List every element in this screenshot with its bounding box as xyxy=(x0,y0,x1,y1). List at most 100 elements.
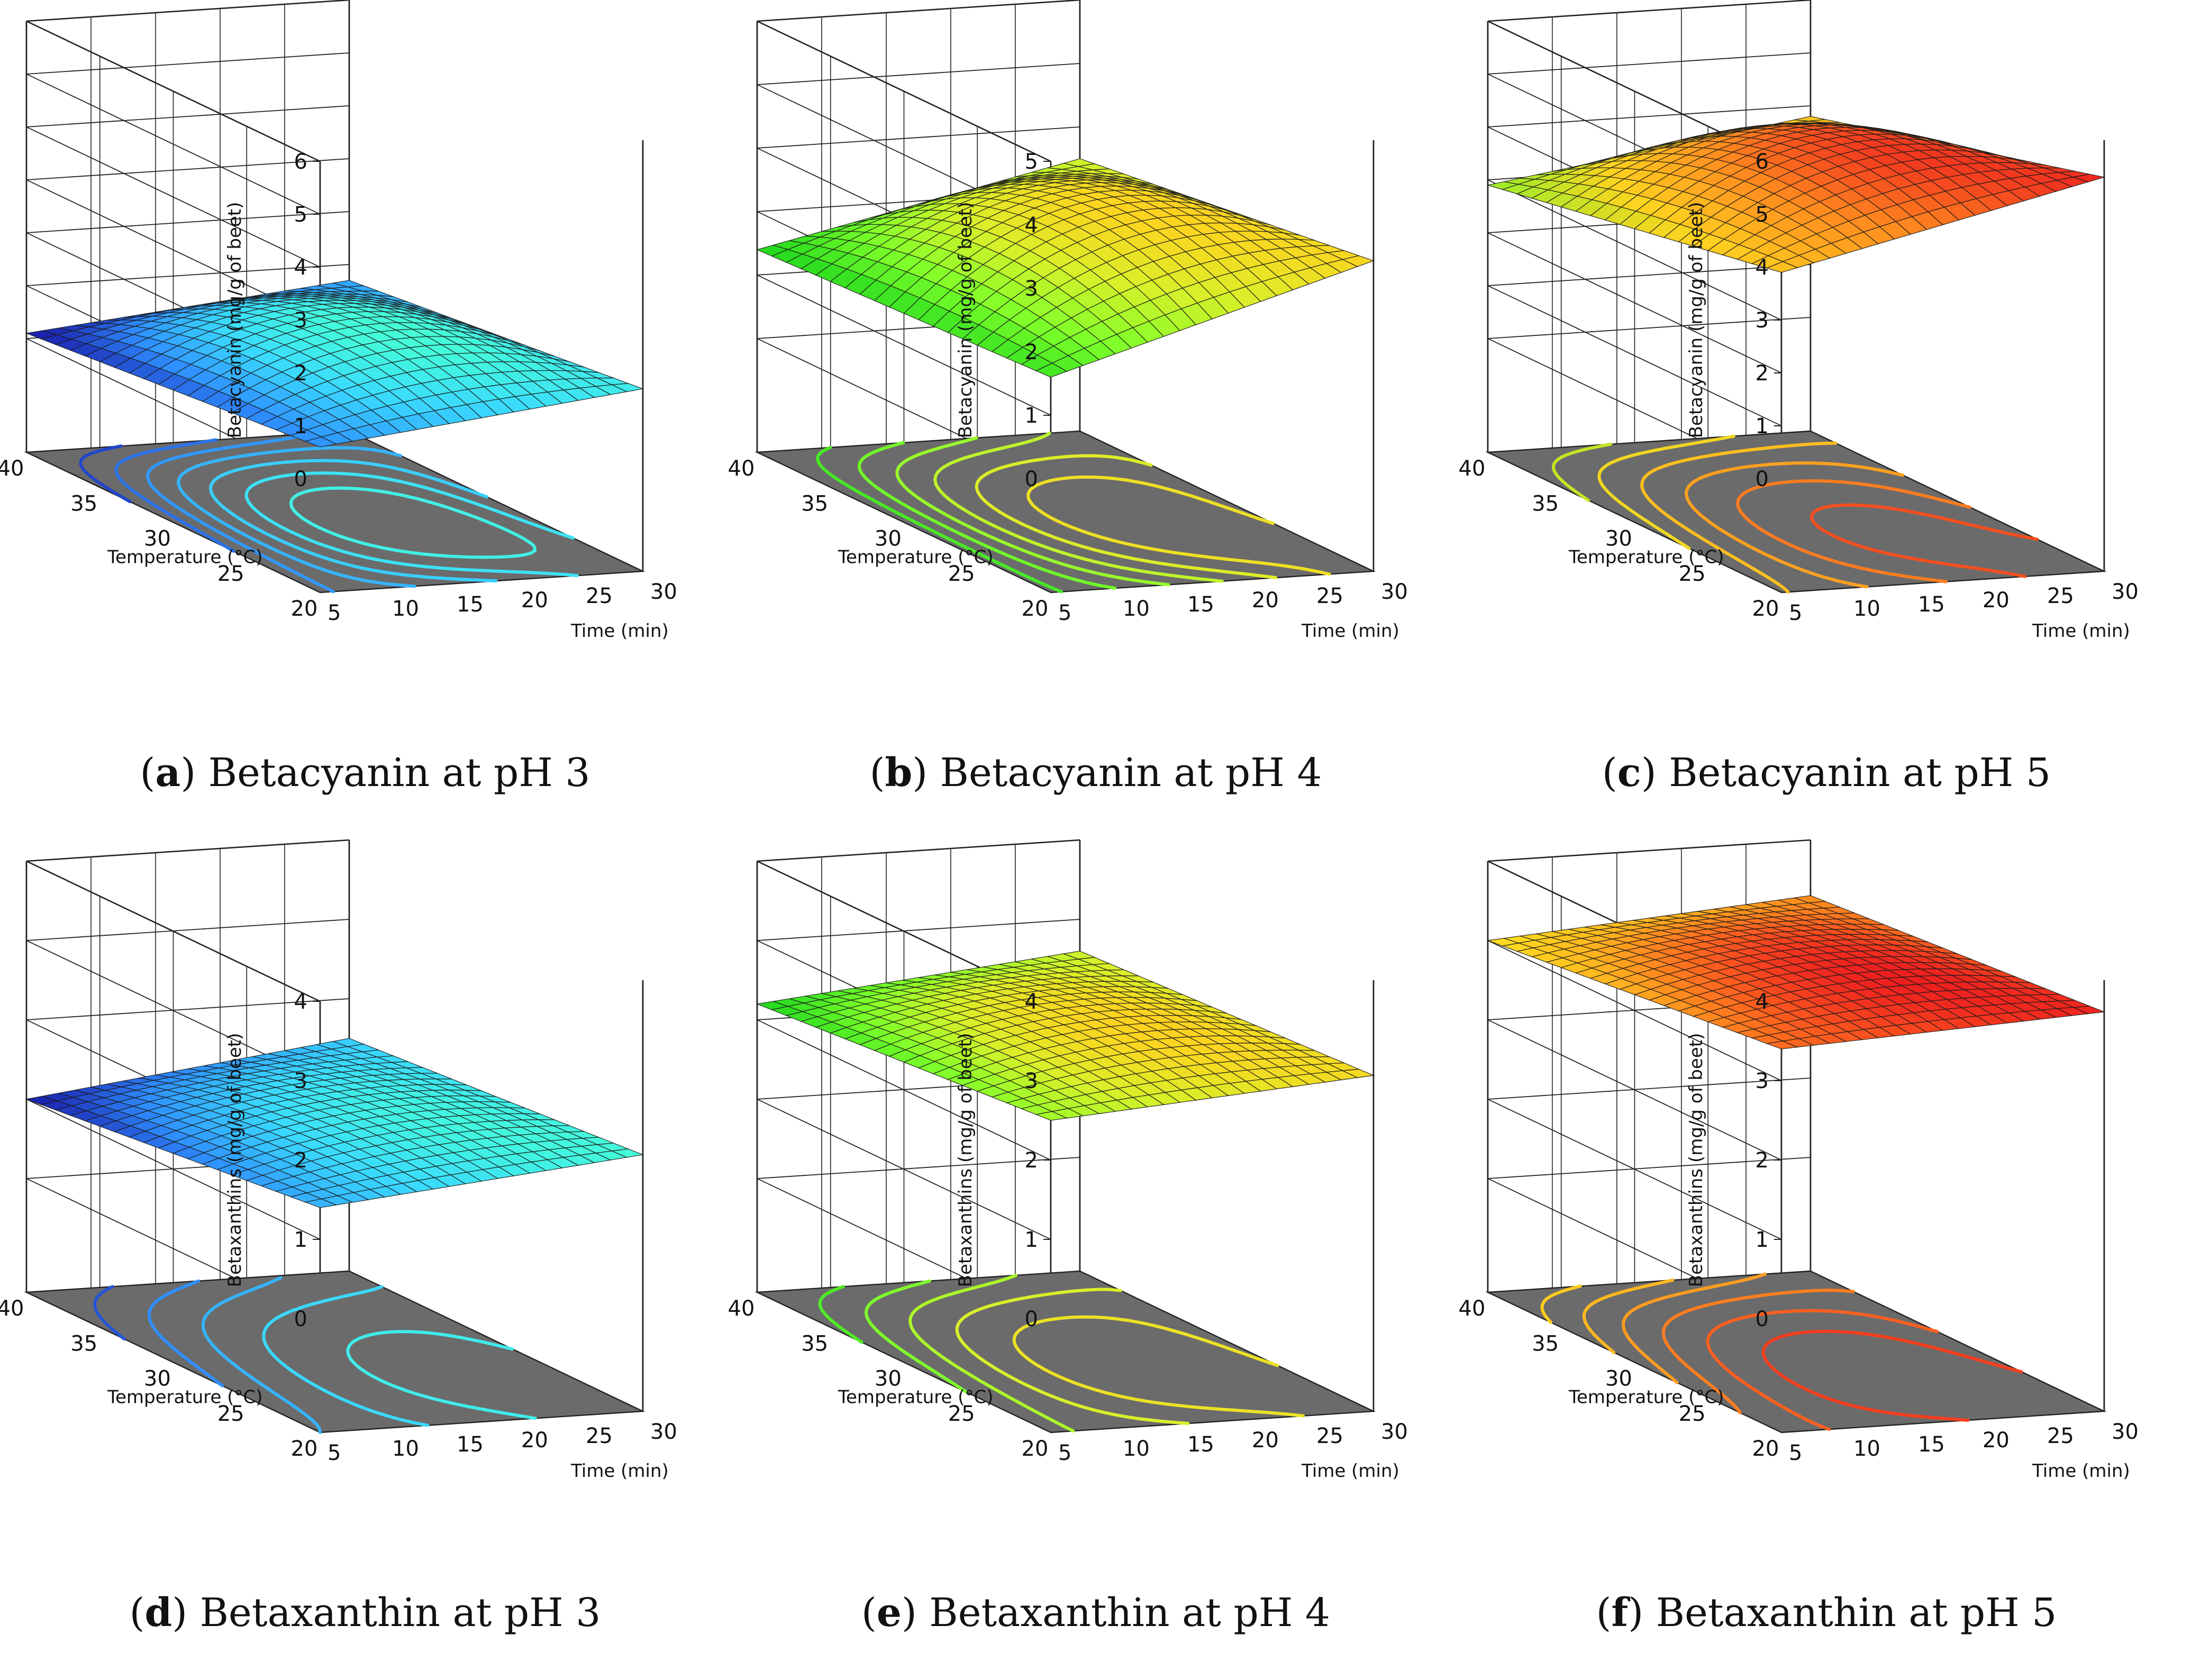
contour-floor xyxy=(1485,430,2107,594)
wall-grid-z xyxy=(26,264,350,286)
contour-line xyxy=(1640,441,1838,594)
wall-top-edge xyxy=(1487,0,1811,22)
time-tick-label: 5 xyxy=(328,1441,341,1465)
z-tick-label: 4 xyxy=(294,255,307,280)
z-axis-label: Betaxanthins (mg/g of beet) xyxy=(955,1033,976,1288)
panel-caption: (d) Betaxanthin at pH 3 xyxy=(129,1590,601,1636)
chart-panel-f: 0 1 2 3 4 20 25 30 35 40 5 10 15 20 25 30 Temperature (°… xyxy=(1459,839,2191,1680)
time-tick-label: 15 xyxy=(1187,1432,1214,1457)
z-tick-label: 0 xyxy=(1025,467,1038,491)
surface-cell xyxy=(611,1148,644,1158)
contour-line xyxy=(818,1285,863,1344)
panel-caption: (b) Betacyanin at pH 4 xyxy=(869,750,1322,796)
z-tick-label: 0 xyxy=(1756,1307,1769,1331)
temperature-axis-label: Temperature (°C) xyxy=(1568,1386,1724,1408)
response-surface xyxy=(25,1038,644,1208)
time-tick-label: 15 xyxy=(1918,592,1945,617)
contour-line xyxy=(1582,1279,1675,1354)
z-tick-label: 3 xyxy=(294,308,307,333)
time-tick-label: 25 xyxy=(2047,1424,2074,1448)
time-axis-label: Time (min) xyxy=(570,1460,669,1482)
z-tick-label: 2 xyxy=(1025,1148,1038,1173)
contour-line xyxy=(1026,475,1331,576)
wall-top-edge xyxy=(26,0,350,22)
temp-tick-label: 30 xyxy=(875,527,902,551)
contour-line xyxy=(1706,1309,1939,1431)
panel-caption: (a) Betacyanin at pH 3 xyxy=(140,750,590,796)
time-tick-label: 5 xyxy=(1789,601,1802,625)
temp-tick-label: 25 xyxy=(1679,1402,1706,1426)
temp-tick-label: 35 xyxy=(801,491,828,516)
z-axis-label: Betacyanin (mg/g of beet) xyxy=(955,202,976,439)
contour-line xyxy=(289,486,537,559)
time-tick-label: 30 xyxy=(1381,580,1408,604)
contour-line xyxy=(975,454,1278,580)
contour-line xyxy=(1540,1284,1582,1324)
time-tick-label: 20 xyxy=(521,588,548,613)
time-axis-label: Time (min) xyxy=(2032,620,2130,642)
temp-tick-label: 20 xyxy=(1022,1437,1049,1461)
contour-line xyxy=(816,445,1063,594)
temp-tick-label: 40 xyxy=(728,1296,755,1321)
z-tick-label: 0 xyxy=(294,467,307,491)
contour-lines xyxy=(818,1273,1305,1433)
wall-grid-z xyxy=(757,126,1080,149)
time-tick-label: 10 xyxy=(1123,597,1150,621)
time-axis-label: Time (min) xyxy=(570,620,669,642)
temperature-axis-label: Temperature (°C) xyxy=(838,1386,993,1408)
contour-line xyxy=(1810,503,2039,578)
z-tick-label: 1 xyxy=(1025,1228,1038,1252)
chart-panel-c: 0 1 2 3 4 5 6 20 25 30 35 40 5 10 15 20 25 30 Temperature … xyxy=(1459,0,2191,840)
wall-grid-z xyxy=(26,105,350,127)
time-tick-label: 15 xyxy=(1918,1432,1945,1457)
wall-grid-z xyxy=(757,919,1080,941)
z-tick-label: 2 xyxy=(1756,1148,1769,1173)
time-tick-label: 25 xyxy=(1316,1424,1343,1448)
panel-caption-text: Betaxanthin at pH 4 xyxy=(929,1590,1331,1636)
contour-lines xyxy=(79,432,579,594)
contour-line xyxy=(79,444,132,504)
temperature-axis-label: Temperature (°C) xyxy=(107,546,262,568)
panel-letter: c xyxy=(1617,750,1641,796)
temp-tick-label: 20 xyxy=(1752,1437,1779,1461)
time-tick-label: 30 xyxy=(650,580,677,604)
contour-floor xyxy=(24,430,645,594)
temp-tick-label: 40 xyxy=(1459,1296,1486,1321)
temp-tick-label: 40 xyxy=(0,1296,24,1321)
time-tick-label: 15 xyxy=(457,592,484,617)
contour-floor xyxy=(1485,1270,2107,1434)
temp-tick-label: 40 xyxy=(0,456,24,481)
contour-line xyxy=(895,436,1170,587)
contour-line xyxy=(262,1285,430,1427)
contour-line xyxy=(865,1279,968,1394)
z-tick-label: 1 xyxy=(1756,414,1769,439)
time-tick-label: 10 xyxy=(1123,1437,1150,1461)
temp-tick-label: 35 xyxy=(1532,491,1559,516)
z-tick-label: 1 xyxy=(294,1228,307,1252)
contour-line xyxy=(1622,1272,1767,1384)
time-tick-label: 15 xyxy=(457,1432,484,1457)
temp-tick-label: 25 xyxy=(217,562,244,586)
surface-cell xyxy=(1341,1069,1375,1078)
surface-cell xyxy=(2073,1006,2105,1015)
panel-caption-text: Betacyanin at pH 3 xyxy=(208,750,590,796)
time-tick-label: 25 xyxy=(586,584,613,608)
contour-line xyxy=(933,431,1224,583)
wall-grid-z xyxy=(26,919,350,941)
contour-lines xyxy=(93,1276,537,1434)
contour-line xyxy=(177,446,416,588)
z-axis-label: Betacyanin (mg/g of beet) xyxy=(1686,202,1707,439)
z-tick-label: 3 xyxy=(1756,1069,1769,1093)
wall-grid-z xyxy=(26,998,350,1020)
temperature-axis-label: Temperature (°C) xyxy=(107,1386,262,1408)
